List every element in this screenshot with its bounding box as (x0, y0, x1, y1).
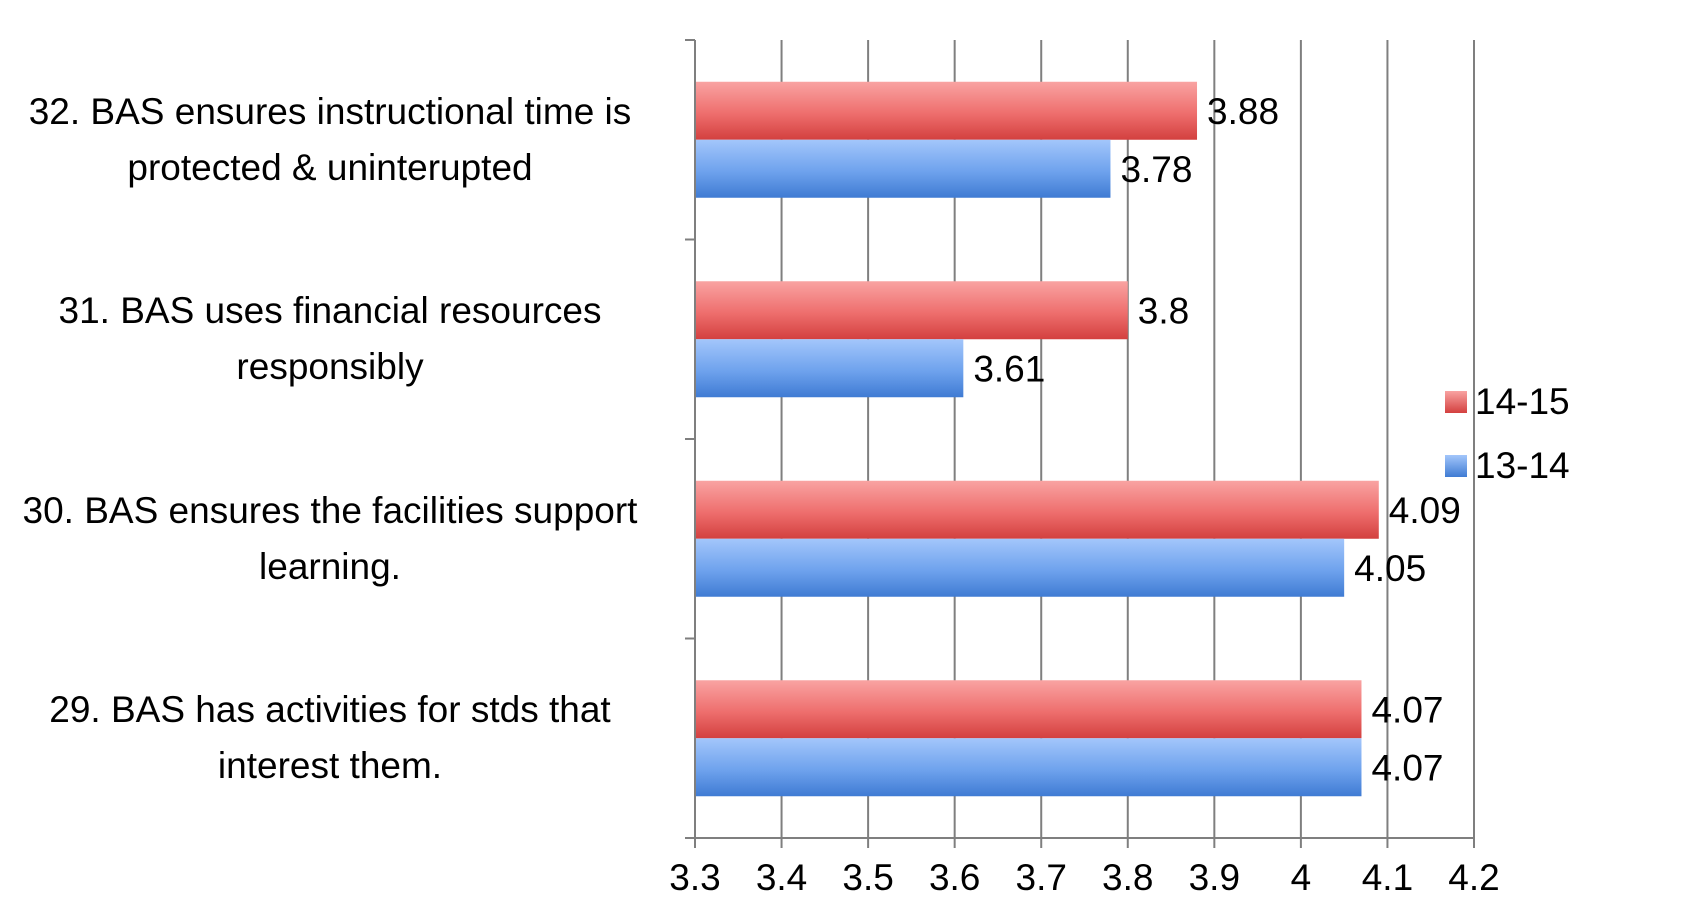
axes: 3.3 3.4 3.5 3.6 3.7 3.8 3.9 4 4.1 4.2 (669, 39, 1500, 898)
x-tick-label: 3.6 (929, 857, 980, 898)
data-label: 3.78 (1120, 149, 1192, 190)
bar-14-15-2 (695, 480, 1379, 539)
x-tick-label: 4.1 (1362, 857, 1413, 898)
data-label: 4.07 (1371, 747, 1443, 788)
data-label: 4.07 (1371, 689, 1443, 730)
legend-label-14-15: 14-15 (1475, 381, 1570, 422)
bar-13-14-4 (695, 139, 1111, 198)
legend-label-13-14: 13-14 (1475, 445, 1570, 486)
x-tick-label: 3.7 (1016, 857, 1067, 898)
data-label: 3.88 (1207, 91, 1279, 132)
bar-13-14-2 (695, 538, 1345, 597)
category-label-line: learning. (259, 545, 401, 587)
x-tick-label: 3.3 (669, 857, 720, 898)
category-label-line: interest them. (217, 745, 443, 787)
legend-item-14-15: 14-15 (1445, 381, 1570, 422)
x-tick-label: 4 (1291, 857, 1312, 898)
legend-item-13-14: 13-14 (1445, 445, 1570, 486)
x-tick-label: 3.9 (1189, 857, 1240, 898)
bar-14-15-1 (695, 680, 1362, 739)
legend-swatch-13-14 (1445, 455, 1467, 477)
category-label: 31. BAS uses financial resources responsi… (0, 283, 660, 395)
legend-swatch-14-15 (1445, 391, 1467, 413)
data-label: 3.8 (1138, 290, 1189, 331)
category-label: 32. BAS ensures instructional time is pro… (0, 84, 660, 196)
category-label-line: protected & uninterupted (127, 146, 533, 188)
bar-14-15-3 (695, 281, 1128, 340)
x-tick-label: 4.2 (1448, 857, 1499, 898)
category-label-line: 30. BAS ensures the facilities support (22, 489, 638, 531)
data-label: 3.61 (973, 348, 1045, 389)
x-tick-label: 3.8 (1102, 857, 1153, 898)
bar-13-14-3 (695, 339, 964, 398)
data-label: 4.05 (1354, 548, 1426, 589)
category-label-line: 29. BAS has activities for stds that (49, 689, 611, 731)
category-label: 30. BAS ensures the facilities support le… (0, 483, 660, 595)
category-label: 29. BAS has activities for stds that inte… (0, 682, 660, 794)
bar-13-14-1 (695, 738, 1362, 797)
x-tick-label: 3.4 (756, 857, 807, 898)
category-label-line: 32. BAS ensures instructional time is (28, 90, 632, 132)
bars (695, 81, 1379, 797)
data-label: 4.09 (1389, 490, 1461, 531)
category-label-line: responsibly (236, 346, 424, 388)
category-label-line: 31. BAS uses financial resources (58, 290, 602, 332)
bar-14-15-4 (695, 81, 1198, 140)
x-tick-label: 3.5 (842, 857, 893, 898)
data-labels: 4.07 4.07 4.09 4.05 3.8 3.61 3.88 3.78 (973, 91, 1460, 789)
